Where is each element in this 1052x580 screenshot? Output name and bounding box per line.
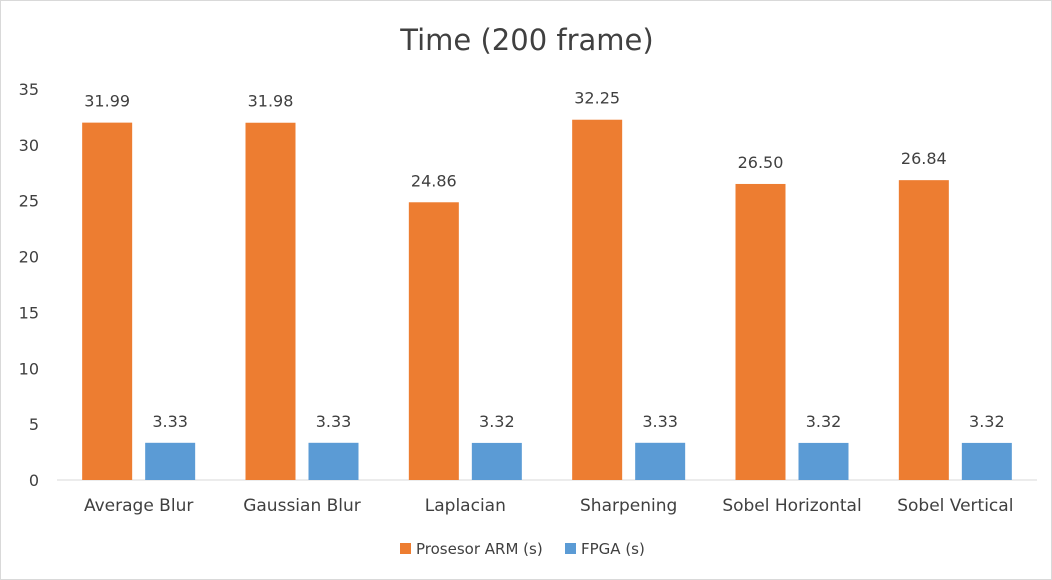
- legend-swatch: [565, 543, 576, 554]
- y-tick-label: 5: [29, 415, 39, 434]
- legend-swatch: [400, 543, 411, 554]
- data-label: 3.32: [479, 412, 515, 431]
- data-label: 3.33: [642, 412, 678, 431]
- data-labels: 31.99 3.33 31.98 3.33 24.86 3.32 32.25 3.33 26.5…: [84, 89, 1004, 431]
- x-axis: Average Blur Gaussian Blur Laplacian Sharpe…: [84, 496, 1013, 516]
- data-label: 32.25: [574, 89, 620, 108]
- data-label: 26.50: [738, 153, 784, 172]
- bar-fpga: [961, 442, 1012, 480]
- x-category-label: Sobel Horizontal: [722, 496, 861, 516]
- data-label: 3.33: [316, 412, 352, 431]
- data-label: 26.84: [901, 149, 947, 168]
- bar-arm: [82, 122, 133, 480]
- bar-fpga: [471, 442, 522, 480]
- data-label: 3.32: [969, 412, 1005, 431]
- bars: [82, 119, 1012, 480]
- bar-fpga: [635, 442, 686, 480]
- data-label: 24.86: [411, 171, 457, 190]
- x-category-label: Average Blur: [84, 496, 193, 516]
- data-label: 31.98: [248, 92, 294, 111]
- data-label: 31.99: [84, 92, 130, 111]
- data-label: 3.32: [806, 412, 842, 431]
- x-category-label: Sharpening: [580, 496, 677, 516]
- y-tick-label: 15: [19, 303, 39, 322]
- y-tick-label: 20: [19, 248, 39, 267]
- y-tick-label: 25: [19, 192, 39, 211]
- data-label: 3.33: [152, 412, 188, 431]
- bar-arm: [245, 122, 296, 480]
- y-tick-label: 0: [29, 471, 39, 490]
- bar-fpga: [145, 442, 196, 480]
- bar-arm: [898, 180, 949, 480]
- y-axis: 0 5 10 15 20 25 30 35: [19, 80, 39, 490]
- y-tick-label: 30: [19, 136, 39, 155]
- y-tick-label: 10: [19, 359, 39, 378]
- legend-label: FPGA (s): [581, 540, 645, 558]
- y-tick-label: 35: [19, 80, 39, 99]
- chart-title: Time (200 frame): [399, 23, 653, 57]
- bar-arm: [408, 202, 459, 480]
- bar-fpga: [308, 442, 359, 480]
- x-category-label: Sobel Vertical: [897, 496, 1013, 516]
- legend-label: Prosesor ARM (s): [416, 540, 543, 558]
- bar-arm: [735, 183, 786, 480]
- bar-arm: [572, 119, 623, 480]
- x-category-label: Laplacian: [425, 496, 506, 516]
- legend: Prosesor ARM (s) FPGA (s): [400, 540, 645, 558]
- x-category-label: Gaussian Blur: [243, 496, 361, 516]
- bar-fpga: [798, 442, 849, 480]
